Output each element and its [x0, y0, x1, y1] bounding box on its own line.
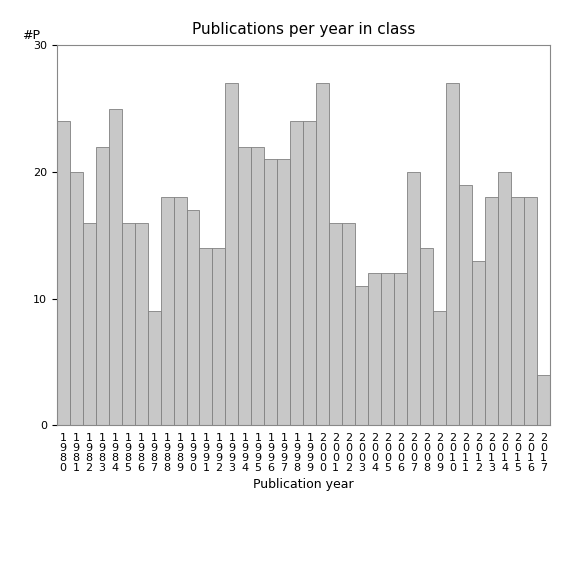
Bar [394, 273, 407, 425]
Bar [511, 197, 524, 425]
Bar [303, 121, 316, 425]
Bar [239, 147, 251, 425]
Bar [524, 197, 537, 425]
Bar [96, 147, 109, 425]
Bar [420, 248, 433, 425]
Bar [356, 286, 368, 425]
Title: Publications per year in class: Publications per year in class [192, 22, 415, 37]
Bar [342, 223, 356, 425]
Bar [316, 83, 329, 425]
Bar [160, 197, 174, 425]
Bar [70, 172, 83, 425]
Bar [83, 223, 96, 425]
Bar [174, 197, 187, 425]
Bar [472, 261, 485, 425]
Bar [264, 159, 277, 425]
Bar [485, 197, 498, 425]
Bar [368, 273, 381, 425]
Bar [498, 172, 511, 425]
Bar [407, 172, 420, 425]
Bar [277, 159, 290, 425]
Bar [187, 210, 200, 425]
Text: #P: #P [22, 28, 40, 41]
Bar [109, 109, 121, 425]
Bar [134, 223, 147, 425]
Bar [57, 121, 70, 425]
X-axis label: Publication year: Publication year [253, 479, 354, 492]
Bar [446, 83, 459, 425]
Bar [537, 375, 550, 425]
Bar [459, 185, 472, 425]
Bar [200, 248, 213, 425]
Bar [290, 121, 303, 425]
Bar [213, 248, 226, 425]
Bar [381, 273, 394, 425]
Bar [433, 311, 446, 425]
Bar [121, 223, 134, 425]
Bar [147, 311, 160, 425]
Bar [251, 147, 264, 425]
Bar [329, 223, 342, 425]
Bar [226, 83, 239, 425]
